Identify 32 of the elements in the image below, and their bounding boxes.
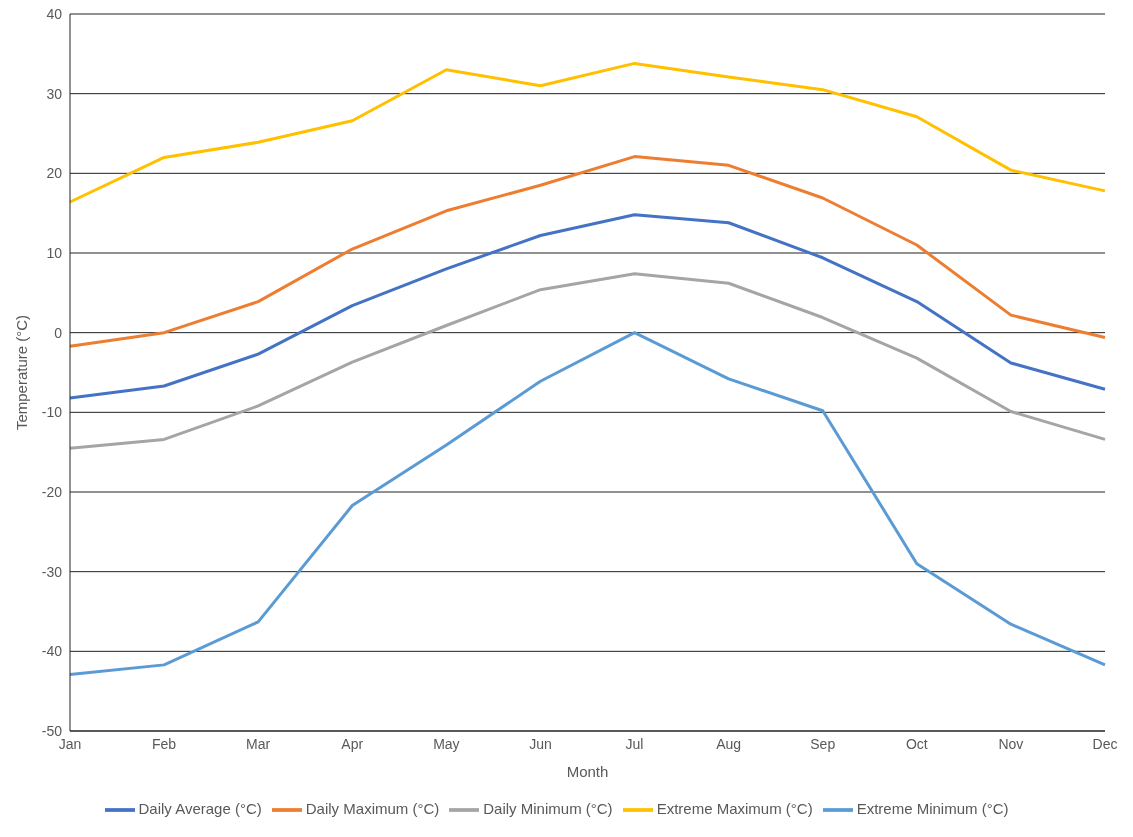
x-tick-label: Jul	[625, 735, 644, 752]
line-series	[68, 272, 1107, 450]
x-tick-label: Feb	[152, 735, 177, 752]
x-tick-label: Oct	[905, 735, 928, 752]
y-tick-label: -40	[41, 643, 63, 660]
y-tick-label: 10	[46, 244, 63, 261]
x-tick-label: Mar	[246, 735, 271, 752]
legend-label: Extreme Maximum (°C)	[656, 799, 813, 817]
x-tick-label: Sep	[810, 735, 836, 752]
y-tick-label: 30	[46, 85, 63, 102]
y-tick-label: -20	[41, 483, 63, 500]
x-tick-label: Aug	[716, 735, 742, 752]
legend-label: Extreme Minimum (°C)	[856, 799, 1009, 817]
line-series	[68, 213, 1107, 400]
x-tick-label: Apr	[341, 735, 364, 752]
x-tick-label: Dec	[1092, 735, 1118, 752]
x-tick-label: May	[433, 735, 460, 752]
y-tick-label: -10	[41, 404, 63, 421]
x-tick-label: Nov	[998, 735, 1024, 752]
y-tick-label: 0	[54, 324, 63, 341]
line-series	[68, 61, 1107, 204]
legend-label: Daily Minimum (°C)	[483, 799, 613, 817]
x-axis-title: Month	[566, 763, 609, 780]
legend-label: Daily Average (°C)	[138, 799, 262, 817]
x-tick-label: Jun	[529, 735, 552, 752]
legend-label: Daily Maximum (°C)	[305, 799, 440, 817]
line-series	[68, 331, 1107, 676]
y-tick-label: 20	[46, 165, 63, 182]
y-axis-title: Temperature (°C)	[13, 314, 31, 431]
line-series	[68, 155, 1107, 348]
y-tick-label: 40	[46, 5, 63, 22]
y-tick-label: -30	[41, 563, 63, 580]
